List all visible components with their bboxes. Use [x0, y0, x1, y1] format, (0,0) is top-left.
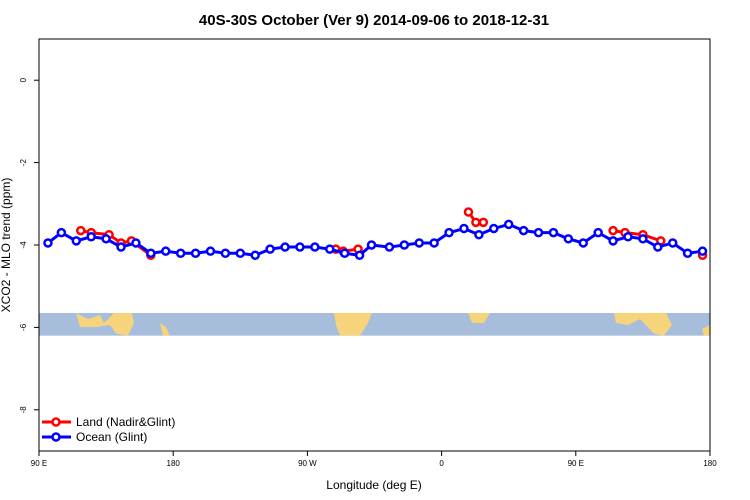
series-1-point-0-20: [339, 248, 350, 258]
legend-marker-ocean: [51, 432, 61, 442]
series-1-point-0-30: [489, 223, 499, 234]
legend-label-ocean: Ocean (Glint): [76, 430, 147, 444]
y-tick-label-1: -2: [19, 158, 28, 166]
y-tick-label-0: 0: [19, 77, 28, 82]
series-0-point-2-2: [478, 217, 489, 228]
land-ocean-band: [39, 312, 710, 336]
series-1-point-0-5: [116, 242, 126, 252]
land-mass-5: [702, 324, 710, 336]
series-1-point-0-16: [280, 242, 290, 252]
series-0-point-0-0: [76, 225, 86, 236]
x-tick-label-0: 90 E: [31, 459, 47, 468]
series-1-point-0-39: [623, 232, 633, 242]
series-1-point-0-40: [638, 234, 648, 244]
x-tick-label-1: 180: [167, 459, 181, 468]
series-1-point-0-42: [667, 238, 678, 248]
series-0-point-3-0: [608, 225, 618, 236]
series-1-point-0-37: [593, 227, 603, 238]
legend: Land (Nadir&Glint) Ocean (Glint): [42, 415, 175, 444]
series-1-point-0-36: [578, 238, 589, 248]
x-tick-label-2: 90 W: [298, 459, 317, 468]
series-1-point-0-35: [563, 234, 574, 244]
series-1-point-0-33: [533, 227, 544, 238]
y-axis: 0 -2 -4 -6 -8: [19, 77, 39, 413]
series-1-point-0-9: [175, 248, 186, 258]
y-tick-label-4: -8: [19, 406, 28, 414]
series-1-point-0-6: [131, 238, 141, 248]
series-1-point-0-44: [697, 246, 708, 256]
series-1-point-0-21: [354, 250, 365, 261]
series-1-point-0-7: [146, 248, 156, 258]
series-1-point-0-3: [86, 232, 96, 242]
series-1: [43, 219, 708, 261]
series-1-point-0-0: [43, 238, 53, 248]
series-1-point-0-19: [325, 244, 335, 254]
series-1-point-0-4: [101, 234, 111, 244]
series-1-point-0-32: [518, 225, 529, 236]
series-1-point-0-13: [235, 248, 246, 258]
series-1-point-0-10: [190, 248, 201, 258]
y-tick-label-3: -6: [19, 323, 28, 331]
x-axis-label: Longitude (deg E): [326, 478, 421, 492]
series-1-point-0-25: [414, 238, 424, 248]
land-mass-0: [76, 312, 134, 336]
series-layer: [43, 207, 708, 261]
land-mass-4: [614, 312, 672, 336]
x-tick-label-3: 0: [439, 459, 444, 468]
legend-marker-land: [51, 417, 61, 427]
x-tick-label-5: 180: [703, 459, 717, 468]
series-1-point-0-38: [608, 236, 618, 246]
series-1-point-0-8: [160, 246, 171, 256]
series-1-point-0-17: [295, 242, 305, 252]
series-1-point-0-24: [399, 240, 410, 250]
series-1-point-0-26: [429, 238, 439, 248]
series-1-point-0-22: [366, 240, 377, 250]
series-1-point-0-18: [310, 242, 320, 252]
series-1-point-0-11: [205, 246, 216, 256]
legend-label-land: Land (Nadir&Glint): [76, 415, 175, 429]
x-tick-label-4: 90 E: [568, 459, 584, 468]
chart-title: 40S-30S October (Ver 9) 2014-09-06 to 20…: [199, 12, 549, 29]
land-mass-2: [334, 312, 372, 336]
series-1-point-0-15: [265, 244, 275, 254]
series-1-line-0: [47, 222, 703, 257]
series-1-point-0-41: [653, 242, 663, 252]
series-1-point-0-1: [56, 227, 67, 238]
series-1-point-0-12: [220, 248, 231, 258]
y-axis-label: XCO2 - MLO trend (ppm): [0, 178, 13, 313]
land-mass-1: [160, 322, 170, 336]
series-1-point-0-31: [503, 219, 514, 230]
x-axis: 90 E 180 90 W 0 90 E 180: [31, 451, 717, 468]
series-1-point-0-14: [250, 250, 260, 261]
ocean-band: [39, 312, 710, 336]
land-mass-3: [468, 312, 490, 323]
y-tick-label-2: -4: [19, 241, 28, 249]
series-0-point-2-0: [463, 207, 474, 217]
series-1-point-0-2: [71, 236, 82, 246]
series-1-point-0-27: [444, 227, 454, 238]
series-0-line-3: [612, 229, 662, 243]
series-1-point-0-28: [459, 223, 469, 234]
series-1-point-0-43: [682, 248, 693, 258]
series-1-point-0-23: [384, 242, 395, 252]
series-1-point-0-34: [548, 227, 559, 238]
series-1-point-0-29: [474, 229, 484, 240]
series-0-point-2-1: [471, 217, 481, 228]
